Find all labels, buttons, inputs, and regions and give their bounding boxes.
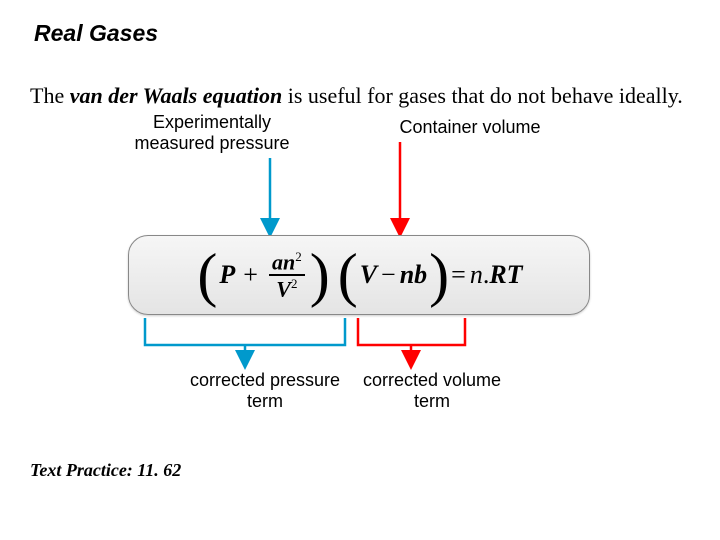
label-corrected-volume: corrected volume term bbox=[352, 370, 512, 411]
label-exp-pressure: Experimentally measured pressure bbox=[112, 112, 312, 153]
body-text: The van der Waals equation is useful for… bbox=[30, 82, 690, 110]
vdw-equation: ( P + an2 V2 ) ( V − nb ) = bbox=[195, 245, 522, 305]
bracket-pressure-term bbox=[145, 318, 345, 345]
eq-sq1: 2 bbox=[295, 249, 302, 264]
eq-frac: an2 V2 bbox=[269, 249, 305, 302]
label-corrected-pressure: corrected pressure term bbox=[180, 370, 350, 411]
rparen1: ) bbox=[308, 245, 332, 305]
bracket-volume-term bbox=[358, 318, 465, 345]
eq-R: R bbox=[489, 260, 506, 290]
eq-n3: n bbox=[470, 260, 483, 290]
lparen2: ( bbox=[336, 245, 360, 305]
slide: Real Gases The van der Waals equation is… bbox=[0, 0, 720, 540]
eq-T: T bbox=[507, 260, 523, 290]
eq-plus: + bbox=[243, 260, 258, 290]
body-emph: van der Waals equation bbox=[70, 83, 283, 108]
eq-minus: − bbox=[381, 260, 396, 290]
label-container-volume: Container volume bbox=[370, 117, 570, 138]
rparen2: ) bbox=[427, 245, 451, 305]
eq-V2: V bbox=[360, 260, 377, 290]
eq-b: b bbox=[414, 260, 427, 290]
footer-text: Text Practice: 11. 62 bbox=[30, 460, 181, 481]
eq-P: P bbox=[219, 260, 235, 290]
equation-box: ( P + an2 V2 ) ( V − nb ) = bbox=[128, 235, 590, 315]
lparen1: ( bbox=[195, 245, 219, 305]
eq-sq2: 2 bbox=[291, 276, 298, 291]
eq-V1: V bbox=[276, 276, 291, 301]
slide-title: Real Gases bbox=[34, 20, 158, 47]
eq-a: a bbox=[272, 249, 283, 274]
body-rest: is useful for gases that do not behave i… bbox=[282, 83, 683, 108]
eq-eq: = bbox=[451, 260, 466, 290]
eq-n2: n bbox=[400, 260, 414, 290]
body-lead: The bbox=[30, 83, 70, 108]
eq-n1: n bbox=[283, 249, 295, 274]
